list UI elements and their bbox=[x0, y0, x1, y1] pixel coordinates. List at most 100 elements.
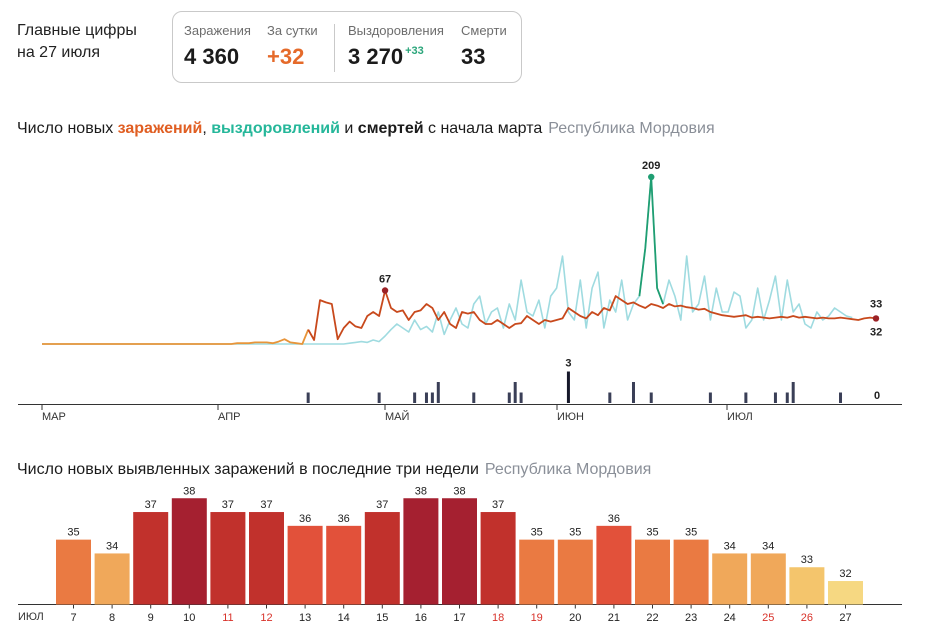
stat-deaths: Смерти 33 bbox=[461, 23, 507, 70]
bar-value-label: 35 bbox=[569, 527, 581, 539]
x-axis-tick-label: МАЙ bbox=[385, 410, 409, 423]
bar-x-tick-label: 7 bbox=[70, 612, 76, 624]
bar bbox=[635, 539, 670, 605]
bar bbox=[364, 512, 400, 605]
bar-value-label: 38 bbox=[183, 485, 195, 497]
bar bbox=[94, 553, 130, 605]
stats-divider bbox=[334, 24, 335, 72]
recoveries-last-label: 33 bbox=[870, 299, 882, 311]
bar-value-label: 36 bbox=[608, 513, 620, 525]
infections-peak-label: 67 bbox=[379, 273, 391, 285]
bar-value-label: 36 bbox=[299, 513, 311, 525]
deaths-bar bbox=[519, 392, 523, 403]
x-axis-tick-label: МАР bbox=[42, 411, 66, 423]
bar bbox=[210, 512, 246, 605]
title-recoveries: выздоровлений bbox=[211, 120, 340, 137]
deaths-bar bbox=[785, 392, 789, 403]
deaths-bar bbox=[566, 371, 570, 403]
deaths-bar bbox=[436, 382, 440, 403]
stat-deaths-value: 33 bbox=[461, 44, 486, 69]
deaths-bar bbox=[744, 392, 748, 403]
bar bbox=[828, 581, 863, 605]
x-axis-tick-label: АПР bbox=[218, 411, 240, 423]
bar-chart-region: Республика Мордовия bbox=[484, 461, 652, 478]
deaths-bar bbox=[472, 392, 476, 403]
bar bbox=[557, 539, 593, 605]
stat-infections-value: 4 360 bbox=[184, 44, 240, 69]
recoveries-peak-marker bbox=[648, 173, 655, 181]
title-and: и bbox=[339, 120, 358, 137]
bar-value-label: 34 bbox=[724, 540, 736, 552]
bar bbox=[249, 512, 284, 605]
stat-daily-label: За сутки bbox=[267, 23, 318, 38]
bar-x-tick-label: 20 bbox=[569, 612, 581, 624]
deaths-bar bbox=[377, 392, 381, 403]
deaths-bar bbox=[649, 392, 653, 403]
bar-x-tick-label: 24 bbox=[724, 612, 736, 624]
bar-x-tick-label: 9 bbox=[148, 612, 154, 624]
x-axis-tick-label: ИЮЛ bbox=[727, 411, 753, 423]
three-week-bar-chart: ИЮЛ 35 7 34 8 37 9 38 10 37 11 37 12 36 13 36 14 37 15 38 16… bbox=[18, 485, 902, 624]
bar-value-label: 37 bbox=[222, 499, 234, 511]
x-axis-tick-label: ИЮН bbox=[557, 411, 584, 423]
infections-end-marker bbox=[872, 315, 880, 322]
stat-recoveries-delta: +33 bbox=[405, 45, 424, 57]
title-prefix: Число новых bbox=[17, 120, 118, 137]
title-deaths: смертей bbox=[357, 120, 424, 137]
line-chart-title: Число новых заражений, выздоровлений и с… bbox=[17, 120, 715, 138]
stat-daily: За сутки +32 bbox=[267, 23, 318, 70]
deaths-bar bbox=[791, 382, 795, 403]
bar-month-label: ИЮЛ bbox=[18, 611, 44, 623]
recoveries-peak-segment bbox=[638, 176, 664, 305]
bar bbox=[519, 539, 555, 605]
deaths-bar bbox=[631, 382, 635, 403]
bar-x-tick-label: 11 bbox=[222, 612, 233, 624]
bar-value-label: 32 bbox=[839, 568, 851, 580]
stat-recoveries-number: 3 270 bbox=[348, 44, 404, 69]
stat-daily-value: +32 bbox=[267, 44, 305, 69]
bar-x-tick-label: 21 bbox=[608, 612, 620, 624]
bar bbox=[442, 498, 477, 605]
bar bbox=[287, 525, 323, 605]
bar-x-tick-label: 19 bbox=[531, 612, 543, 624]
bar-x-tick-label: 12 bbox=[260, 612, 272, 624]
bar-value-label: 36 bbox=[338, 513, 350, 525]
bar bbox=[326, 525, 362, 605]
stat-infections-label: Заражения bbox=[184, 23, 251, 38]
bar-x-tick-label: 15 bbox=[376, 612, 388, 624]
bar-x-tick-label: 18 bbox=[492, 612, 504, 624]
bar-value-label: 38 bbox=[453, 485, 465, 497]
bar bbox=[133, 512, 169, 605]
bar-x-tick-label: 27 bbox=[839, 612, 851, 624]
bar-value-label: 37 bbox=[260, 499, 272, 511]
bar-x-tick-label: 8 bbox=[109, 612, 115, 624]
bar-value-label: 35 bbox=[67, 527, 79, 539]
bar-value-label: 37 bbox=[145, 499, 157, 511]
bar bbox=[712, 553, 748, 605]
bar-title-text: Число новых выявленных заражений в после… bbox=[17, 461, 479, 478]
deaths-bar bbox=[839, 392, 843, 403]
bar-x-tick-label: 23 bbox=[685, 612, 697, 624]
bar-value-label: 37 bbox=[376, 499, 388, 511]
deaths-bar bbox=[507, 392, 511, 403]
deaths-bar bbox=[413, 392, 417, 403]
stat-recoveries: Выздоровления 3 270 +33 bbox=[348, 23, 444, 70]
bar bbox=[673, 539, 709, 605]
deaths-bar bbox=[608, 392, 612, 403]
bar-value-label: 34 bbox=[762, 540, 774, 552]
bar-value-label: 35 bbox=[646, 527, 658, 539]
deaths-bar bbox=[513, 382, 517, 403]
line-chart-region: Республика Мордовия bbox=[548, 120, 715, 137]
recoveries-peak-label: 209 bbox=[642, 160, 660, 172]
stat-recoveries-label: Выздоровления bbox=[348, 23, 444, 38]
infections-peak-marker bbox=[381, 287, 389, 294]
bar bbox=[596, 525, 632, 605]
bar bbox=[56, 539, 91, 605]
deaths-last-label: 0 bbox=[874, 390, 880, 402]
bar bbox=[789, 567, 825, 605]
bar-value-label: 35 bbox=[685, 527, 697, 539]
infections-early-line bbox=[42, 329, 310, 345]
bar-x-tick-label: 13 bbox=[299, 612, 311, 624]
bar-value-label: 37 bbox=[492, 499, 504, 511]
